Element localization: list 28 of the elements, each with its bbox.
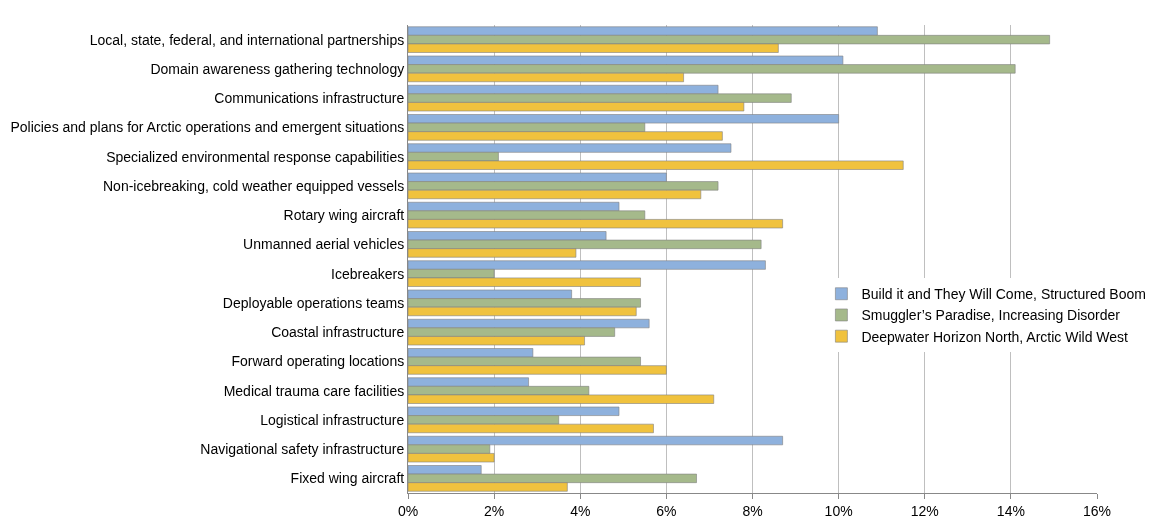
y-tick-label: Communications infrastructure	[214, 90, 405, 107]
y-tick-label: Local, state, federal, and international partnerships	[89, 31, 405, 48]
y-tick-label: Fixed wing aircraft	[290, 470, 405, 487]
y-tick-label: Domain awareness gathering technology	[150, 60, 405, 77]
x-tick-label: 16%	[1082, 502, 1112, 519]
legend-label: Deepwater Horizon North, Arctic Wild West	[861, 328, 1129, 345]
y-tick-label: Icebreakers	[331, 265, 405, 282]
y-tick-label: Non-icebreaking, cold weather equipped vessels	[103, 177, 405, 194]
x-tick-label: 0%	[397, 502, 419, 519]
y-tick-label: Unmanned aerial vehicles	[243, 236, 405, 253]
x-tick-label: 2%	[484, 502, 505, 519]
y-tick-label: Rotary wing aircraft	[283, 207, 405, 224]
y-tick-label: Policies and plans for Arctic operations and emergent situations	[10, 119, 405, 136]
y-tick-label: Logistical infrastructure	[260, 411, 405, 428]
x-tick-label: 10%	[824, 502, 853, 519]
y-tick-label: Navigational safety infrastructure	[200, 441, 405, 458]
x-tick-label: 4%	[570, 502, 591, 519]
legend-label: Build it and They Will Come, Structured Boom	[861, 286, 1146, 303]
legend-label: Smuggler’s Paradise, Increasing Disorder	[861, 307, 1121, 324]
y-tick-label: Specialized environmental response capabilities	[106, 148, 405, 165]
x-tick-label: 14%	[996, 502, 1025, 519]
x-tick-label: 8%	[742, 502, 763, 519]
y-tick-label: Coastal infrastructure	[271, 324, 405, 341]
y-tick-label: Forward operating locations	[231, 353, 405, 370]
x-tick-label: 6%	[656, 502, 677, 519]
y-tick-label: Deployable operations teams	[222, 294, 405, 311]
x-tick-label: 12%	[910, 502, 939, 519]
y-tick-label: Medical trauma care facilities	[223, 382, 405, 399]
